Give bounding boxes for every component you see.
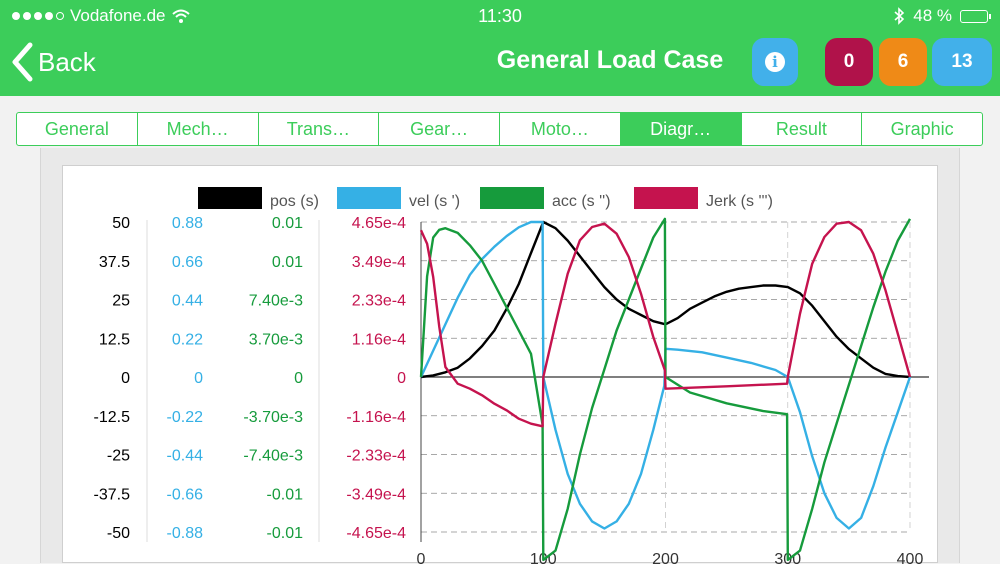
y-tick-label: 12.5: [99, 331, 130, 348]
y-tick-label: -7.40e-3: [243, 448, 303, 465]
y-tick-label: 0.01: [272, 215, 303, 232]
signal-strength-icon: [12, 12, 64, 20]
back-label: Back: [38, 46, 96, 77]
legend-swatch: [337, 187, 401, 209]
y-tick-label: 37.5: [99, 254, 130, 271]
diagram-chart: 50 37.5 25 12.5 0 -12.5 -25 -37.5 -50 0.88 0.66 0.4…: [62, 165, 938, 564]
carrier-name: Vodafone.de: [70, 6, 166, 25]
navigation-bar: Vodafone.de 11:30 48 % Back General Load…: [0, 0, 1000, 96]
chart-svg: 50 37.5 25 12.5 0 -12.5 -25 -37.5 -50 0.88 0.66 0.4…: [94, 187, 929, 564]
y-tick-label: 0.88: [172, 215, 203, 232]
tab-graphic[interactable]: Graphic: [861, 113, 982, 145]
tab-general[interactable]: General: [44, 118, 109, 139]
clock: 11:30: [478, 6, 522, 26]
legend-swatch: [634, 187, 698, 209]
x-tick-label: 400: [897, 551, 924, 564]
series-line: [419, 220, 912, 530]
y-tick-label: -12.5: [94, 409, 131, 426]
legend-label: Jerk (s '''): [706, 193, 773, 210]
y-tick-label: -0.66: [167, 486, 204, 503]
y-tick-label: -3.70e-3: [243, 409, 303, 426]
y-tick-label: -37.5: [94, 486, 131, 503]
info-button[interactable]: i: [752, 38, 798, 86]
battery-icon: [960, 9, 991, 23]
y-tick-label: 0.66: [172, 254, 203, 271]
y-tick-label: -0.44: [167, 448, 204, 465]
tab-mechanics[interactable]: Mech…: [136, 113, 258, 145]
legend-label: vel (s '): [409, 193, 460, 210]
y-tick-label: 0: [397, 370, 406, 387]
y-tick-label: 0.22: [172, 331, 203, 348]
y-tick-label: 3.70e-3: [249, 331, 303, 348]
y-tick-label: 0.44: [172, 293, 203, 310]
y-tick-label: 7.40e-3: [249, 293, 303, 310]
y-tick-label: -2.33e-4: [346, 448, 406, 465]
y-tick-label: -50: [107, 525, 130, 542]
chevron-left-icon: [12, 42, 33, 82]
y-tick-label: 2.33e-4: [352, 293, 406, 310]
y-tick-label: 0: [121, 370, 130, 387]
legend-swatch: [198, 187, 262, 209]
tab-gear[interactable]: Gear…: [378, 113, 499, 145]
info-icon: i: [765, 52, 785, 72]
y-tick-label: -25: [107, 448, 130, 465]
bluetooth-icon: [894, 7, 905, 25]
page-title: General Load Case: [496, 46, 724, 74]
tab-motor[interactable]: Moto…: [499, 113, 620, 145]
y-tick-label: -3.49e-4: [346, 486, 406, 503]
y-tick-label: 0: [194, 370, 203, 387]
tab-bar: General Mech… Trans… Gear… Moto… Diagr… …: [16, 112, 983, 146]
status-right: 48 %: [893, 6, 991, 26]
y-tick-label: 0: [294, 370, 303, 387]
y-tick-label: 3.49e-4: [352, 254, 406, 271]
x-tick-label: 0: [417, 551, 426, 564]
y-tick-label: 25: [112, 293, 130, 310]
y-tick-label: 50: [112, 215, 130, 232]
back-button[interactable]: Back: [10, 40, 96, 84]
wifi-icon: [172, 9, 191, 23]
y-tick-label: -0.88: [167, 525, 204, 542]
y-tick-label: -4.65e-4: [346, 525, 406, 542]
y-tick-label: 4.65e-4: [352, 215, 406, 232]
tab-result[interactable]: Result: [740, 113, 862, 145]
error-count-badge[interactable]: 0: [825, 38, 873, 86]
y-tick-label: -0.22: [167, 409, 204, 426]
series-line: [419, 220, 912, 428]
battery-percent: 48 %: [913, 6, 952, 25]
series-line: [419, 217, 912, 562]
status-bar: Vodafone.de 11:30 48 %: [0, 0, 1000, 32]
y-tick-label: -1.16e-4: [346, 409, 406, 426]
tab-diagram[interactable]: Diagr…: [619, 113, 741, 145]
x-tick-label: 200: [652, 551, 679, 564]
tab-transmission[interactable]: Trans…: [257, 113, 379, 145]
y-tick-label: 1.16e-4: [352, 331, 406, 348]
legend-swatch: [480, 187, 544, 209]
y-tick-label: -0.01: [267, 486, 304, 503]
warning-count-badge[interactable]: 6: [879, 38, 927, 86]
legend-label: pos (s): [270, 193, 319, 210]
info-count-badge[interactable]: 13: [932, 38, 992, 86]
carrier-info: Vodafone.de: [12, 6, 191, 26]
y-tick-label: 0.01: [272, 254, 303, 271]
y-tick-label: -0.01: [267, 525, 304, 542]
legend-label: acc (s ''): [552, 193, 611, 210]
